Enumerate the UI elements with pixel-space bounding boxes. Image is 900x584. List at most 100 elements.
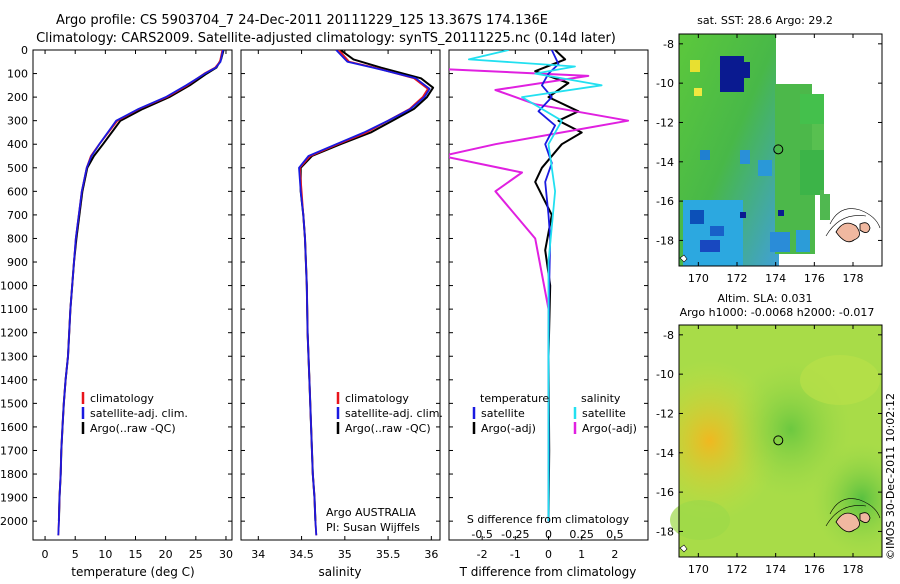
difference-top-tick-label: 0.25 [569,528,594,541]
difference-xlabel-top: S difference from climatology [467,513,630,526]
legend-label-climatology: climatology [345,392,409,405]
depth-tick-label: 1700 [0,444,28,457]
difference-top-tick-label: -0.25 [501,528,529,541]
sla-map-lat-tick-label: -14 [656,447,674,460]
sst-map-title: sat. SST: 28.6 Argo: 29.2 [697,14,833,27]
salinity-annotation-line1: Argo AUSTRALIA [326,506,416,519]
salinity-x-tick-label: 34 [251,548,265,561]
sst-map-field [679,34,882,266]
salinity-x-axis: 34 34.5 35 35.5 36 [251,50,438,561]
salinity-axes [240,49,441,541]
sla-map-lat-tick-label: -16 [656,486,674,499]
figure-title-line2: Climatology: CARS2009. Satellite-adjuste… [36,31,616,46]
difference-salinity-argo-adj-line [449,68,630,522]
difference-lines [449,50,630,522]
difference-xlabel: T difference from climatology [459,565,637,579]
sla-map-title: Altim. SLA: 0.031 [717,292,812,305]
sst-map-lon-tick-label: 172 [727,272,748,285]
temperature-x-tick-label: 5 [72,548,79,561]
depth-tick-label: 1600 [0,421,28,434]
temperature-x-tick-label: 25 [189,548,203,561]
difference-legend: temperature salinity satellite Argo(-adj… [472,392,637,435]
salinity-x-tick-label: 35.5 [376,548,401,561]
temperature-x-tick-label: 10 [98,548,112,561]
sla-map-lat-tick-label: -12 [656,407,674,420]
depth-tick-label: 2000 [0,515,28,528]
temperature-x-tick-label: 20 [159,548,173,561]
legend-label-argo: Argo(..raw -QC) [345,422,431,435]
legend-label-argo: Argo(..raw -QC) [90,422,176,435]
sst-map-lon-tick-label: 176 [804,272,825,285]
legend-title-salinity: salinity [581,392,621,405]
salinity-satellite-adj-clim-line [298,50,431,536]
difference-top-tick-label: 0.5 [606,528,624,541]
temperature-xlabel: temperature (deg C) [71,565,194,579]
sst-map-lat-tick-label: -8 [663,38,674,51]
temperature-x-tick-label: 15 [129,548,143,561]
sla-map-argo-position-marker [773,435,784,446]
temperature-x-tick-label: 30 [219,548,233,561]
sla-map-lon-tick-label: 170 [688,563,709,576]
depth-tick-label: 100 [7,68,28,81]
difference-salinity-satellite-line [467,50,603,522]
depth-tick-label: 1900 [0,492,28,505]
salinity-xlabel: salinity [318,565,361,579]
temperature-legend: climatology satellite-adj. clim. Argo(..… [81,392,188,435]
sla-map-frame [678,324,883,558]
sla-map-lon-tick-label: 176 [804,563,825,576]
temperature-satellite-adj-clim-line [57,50,224,536]
imos-credit: ©IMOS 30-Dec-2011 10:02:12 [884,393,897,560]
sla-map-lat-tick-label: -18 [656,525,674,538]
legend-label-salinity-argo: Argo(-adj) [582,422,637,435]
depth-tick-label: 1500 [0,397,28,410]
temperature-x-axis: 0 5 10 15 20 25 30 [42,50,233,561]
sst-map-lat-tick-label: -12 [656,116,674,129]
depth-tick-label: 200 [7,91,28,104]
difference-temperature-argo-adj-line [534,50,583,522]
sla-map-lon-tick-label: 172 [727,563,748,576]
sla-map-field [670,325,882,557]
depth-tick-label: 1400 [0,374,28,387]
depth-tick-label: 600 [7,185,28,198]
sst-map-lon-tick-label: 178 [843,272,864,285]
depth-axis: 0 100 200 300 400 500 600 700 800 900 1000 1100 1200… [0,44,648,528]
difference-top-tick-label: -0.5 [471,528,492,541]
depth-tick-label: 1200 [0,327,28,340]
legend-label-satellite: satellite-adj. clim. [345,407,443,420]
difference-x-tick-label: -2 [477,548,488,561]
salinity-argo-raw-qc-line [299,50,435,522]
difference-top-tick-label: 0 [545,528,552,541]
depth-tick-label: 300 [7,115,28,128]
depth-tick-label: 1000 [0,280,28,293]
depth-tick-label: 400 [7,138,28,151]
sla-map-lon-tick-label: 174 [765,563,786,576]
difference-x-tick-label: 2 [611,548,618,561]
salinity-x-tick-label: 36 [424,548,438,561]
salinity-climatology-line [298,50,429,536]
sla-map-axes: 170 172 174 176 178 -8 -10 -12 -14 -16 -18 [656,325,882,576]
depth-tick-label: 1100 [0,303,28,316]
difference-x-tick-label: -1 [510,548,521,561]
difference-x-axis: -2 -1 0 1 2 [477,50,618,561]
sst-map-lon-tick-label: 174 [765,272,786,285]
depth-tick-label: 500 [7,162,28,175]
salinity-x-tick-label: 35 [338,548,352,561]
depth-tick-label: 1300 [0,350,28,363]
depth-tick-label: 0 [21,44,28,57]
sst-map-lon-tick-label: 170 [688,272,709,285]
temperature-climatology-line [57,50,224,536]
temperature-lines [57,50,225,536]
legend-label-climatology: climatology [90,392,154,405]
figure-title-line1: Argo profile: CS 5903704_7 24-Dec-2011 2… [56,13,548,28]
sst-map-frame [678,33,883,267]
depth-tick-label: 800 [7,232,28,245]
difference-x-tick-label: 1 [578,548,585,561]
sla-map-lon-tick-label: 178 [843,563,864,576]
difference-top-x-axis: -0.5 -0.25 0 0.25 0.5 [471,528,623,541]
legend-label-salinity-satellite: satellite [582,407,626,420]
legend-label-temperature-satellite: satellite [481,407,525,420]
sla-map-lat-tick-label: -8 [663,329,674,342]
sst-map-lat-tick-label: -18 [656,234,674,247]
